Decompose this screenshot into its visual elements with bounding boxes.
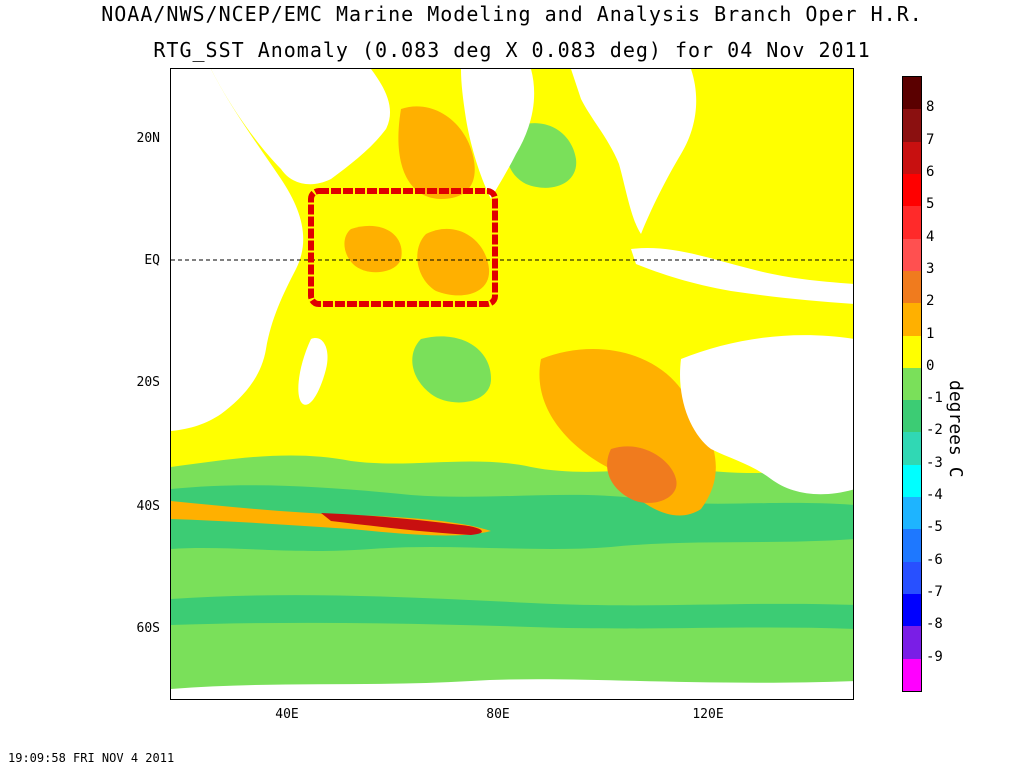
- colorbar-tick-label: 6: [926, 163, 935, 180]
- colorbar-swatch: [903, 400, 921, 433]
- front-strong-anomaly: [321, 513, 482, 535]
- colorbar-swatch: [903, 206, 921, 240]
- lat-label-20s: 20S: [136, 375, 160, 390]
- highlight-box: [308, 188, 498, 307]
- colorbar-swatch: [903, 594, 921, 627]
- colorbar-swatch: [903, 270, 921, 304]
- colorbar-tick-label: -3: [926, 454, 943, 471]
- colorbar-swatch: [903, 432, 921, 466]
- box-warm-west: [344, 225, 402, 273]
- map-title-line1: NOAA/NWS/NCEP/EMC Marine Modeling and An…: [101, 2, 923, 26]
- colorbar-swatch: [903, 464, 921, 498]
- deep-south-cold-band: [171, 595, 853, 629]
- colorbar-tick-label: -8: [926, 616, 943, 633]
- colorbar-swatch: [903, 367, 921, 401]
- colorbar-swatch: [903, 173, 921, 207]
- box-warm-east: [417, 228, 490, 296]
- colorbar-tick-label: 0: [926, 357, 935, 374]
- colorbar-swatch: [903, 141, 921, 175]
- lon-label-40e: 40E: [275, 707, 299, 722]
- colorbar-tick-label: 3: [926, 260, 935, 277]
- lon-label-80e: 80E: [486, 707, 510, 722]
- colorbar-swatch: [903, 238, 921, 272]
- colorbar-swatch: [903, 529, 921, 563]
- colorbar-tick-label: -5: [926, 519, 943, 536]
- colorbar-unit-label: degrees C: [945, 380, 966, 478]
- map-title-line2: RTG_SST Anomaly (0.083 deg X 0.083 deg) …: [153, 38, 871, 62]
- colorbar-swatch: [903, 77, 921, 110]
- colorbar-tick-label: -2: [926, 422, 943, 439]
- indonesia-land: [631, 248, 853, 304]
- colorbar-tick-label: 1: [926, 325, 935, 342]
- arabian-sea-warm: [398, 106, 475, 199]
- colorbar-swatch: [903, 303, 921, 337]
- colorbar-tick-label: 2: [926, 293, 935, 310]
- timestamp: 19:09:58 FRI NOV 4 2011: [8, 751, 175, 765]
- colorbar-tick-label: 5: [926, 196, 935, 213]
- lat-label-20n: 20N: [136, 131, 160, 146]
- arabia-land: [211, 69, 391, 185]
- colorbar-swatch: [903, 109, 921, 143]
- southeast-asia-land: [571, 69, 697, 234]
- colorbar-tick-label: -4: [926, 487, 943, 504]
- cool-patch-central: [412, 336, 491, 403]
- colorbar: [902, 76, 922, 692]
- colorbar-tick-label: -9: [926, 648, 943, 665]
- lat-label-60s: 60S: [136, 621, 160, 636]
- india-land: [461, 69, 535, 199]
- lat-label-40s: 40S: [136, 499, 160, 514]
- map-canvas: [171, 69, 853, 699]
- antarctic-land: [171, 679, 853, 699]
- colorbar-swatch: [903, 497, 921, 530]
- colorbar-tick-label: -7: [926, 584, 943, 601]
- colorbar-swatch: [903, 658, 921, 692]
- lon-label-120e: 120E: [692, 707, 724, 722]
- madagascar-land: [298, 338, 328, 405]
- colorbar-tick-label: -1: [926, 390, 943, 407]
- colorbar-tick-label: 7: [926, 131, 935, 148]
- australia-land: [680, 335, 853, 495]
- southern-ocean-cold-band: [171, 485, 853, 551]
- colorbar-swatch: [903, 561, 921, 595]
- colorbar-tick-label: 8: [926, 99, 935, 116]
- lat-label-eq: EQ: [144, 253, 160, 268]
- colorbar-swatch: [903, 626, 921, 660]
- colorbar-tick-label: -6: [926, 551, 943, 568]
- sst-anomaly-map: [170, 68, 854, 700]
- africa-land: [171, 69, 304, 431]
- warm-anomaly-core: [607, 446, 677, 503]
- colorbar-swatch: [903, 335, 921, 369]
- colorbar-tick-label: 4: [926, 228, 935, 245]
